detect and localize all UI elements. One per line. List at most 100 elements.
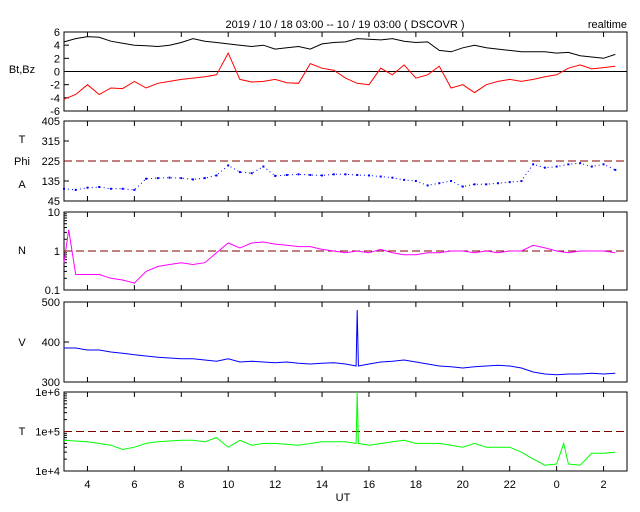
data-point xyxy=(203,177,206,180)
y-tick-label: 135 xyxy=(42,176,60,188)
data-point xyxy=(285,174,288,176)
data-point xyxy=(274,174,277,177)
data-point xyxy=(98,186,101,188)
data-point xyxy=(86,186,89,189)
y-tick-label: 500 xyxy=(42,297,60,309)
y-tick-label: 405 xyxy=(42,116,60,128)
x-tick-label: 12 xyxy=(269,479,281,491)
series-line xyxy=(63,36,616,59)
x-tick-label: 0 xyxy=(554,479,560,491)
y-tick-label: 45 xyxy=(48,196,60,208)
data-point xyxy=(344,173,347,176)
data-point xyxy=(461,185,464,188)
series-n xyxy=(63,229,616,284)
panel-bt-bz: -6-4-20 246 Bt,Bz xyxy=(9,27,628,118)
x-tick-label: 6 xyxy=(131,479,137,491)
series-t xyxy=(63,391,616,466)
data-point xyxy=(145,177,148,180)
y-tick-label: 1e+5 xyxy=(35,427,60,439)
data-point xyxy=(156,177,159,180)
x-tick-label: 10 xyxy=(222,479,234,491)
data-point xyxy=(321,174,324,177)
y-tick-label: 1 xyxy=(54,246,60,258)
data-point xyxy=(367,174,370,177)
mode-label: realtime xyxy=(588,19,627,31)
data-point xyxy=(473,183,476,186)
series-bz xyxy=(63,51,616,100)
x-tick-label: 22 xyxy=(504,479,516,491)
y-axis-label: A xyxy=(18,179,26,191)
data-point xyxy=(590,165,593,168)
y-tick-label: 400 xyxy=(42,337,60,349)
series-line xyxy=(63,391,616,466)
series-v xyxy=(64,309,616,376)
y-axis-label: Bt,Bz xyxy=(9,64,35,76)
data-point xyxy=(555,165,558,168)
panels: -6-4-20 246 Bt,Bz 45 135 225 315 405 T Phi A 0.1 1 10… xyxy=(9,27,628,478)
y-tick-label: 1e+4 xyxy=(35,466,60,478)
data-point xyxy=(250,172,253,175)
data-point xyxy=(74,188,77,191)
data-point xyxy=(309,174,312,176)
data-point xyxy=(332,173,335,176)
x-tick-label: 8 xyxy=(178,479,184,491)
data-point xyxy=(567,163,570,166)
y-axis-label: V xyxy=(18,337,26,349)
y-axis-label: Phi xyxy=(14,156,30,168)
data-point xyxy=(297,173,300,176)
y-axis-label: T xyxy=(19,426,26,438)
x-axis-label: UT xyxy=(336,492,351,504)
panel-speed: 300 400 500 V xyxy=(18,297,628,389)
data-point xyxy=(63,187,65,190)
data-point xyxy=(192,178,195,181)
y-tick-label: 1e+6 xyxy=(35,387,60,399)
y-tick-label: -4 xyxy=(50,93,60,105)
y-tick-label: 0 xyxy=(54,67,60,79)
x-tick-label: 16 xyxy=(363,479,375,491)
x-tick-label: 2 xyxy=(600,479,606,491)
data-point xyxy=(238,171,241,174)
x-tick-label: 4 xyxy=(84,479,90,491)
series-line xyxy=(63,229,616,284)
data-point xyxy=(215,174,218,177)
data-point xyxy=(133,188,136,191)
y-tick-label: -6 xyxy=(50,106,60,118)
data-point xyxy=(168,176,171,179)
series-line xyxy=(63,162,616,191)
data-point xyxy=(121,187,124,190)
x-tick-labels: 4 6 8 10 12 14 16 18 20 22 0 2 xyxy=(84,479,606,491)
panel-frame xyxy=(63,301,628,383)
y-tick-label: 300 xyxy=(42,377,60,389)
y-tick-label: 10 xyxy=(48,207,60,219)
y-tick-label: 315 xyxy=(42,136,60,148)
y-tick-label: 0.1 xyxy=(45,285,60,297)
y-axis-label: N xyxy=(18,245,26,257)
series-line xyxy=(63,51,616,100)
data-point xyxy=(496,182,499,185)
x-tick-label: 14 xyxy=(316,479,328,491)
series-bt xyxy=(63,36,616,59)
chart-title: 2019 / 10 / 18 03:00 -- 10 / 19 03:00 ( … xyxy=(225,19,464,31)
x-tick-label: 20 xyxy=(457,479,469,491)
data-point xyxy=(543,166,546,169)
series-line xyxy=(64,309,616,376)
y-tick-label: 2 xyxy=(54,53,60,65)
y-tick-label: 6 xyxy=(54,27,60,39)
data-point xyxy=(227,164,230,167)
data-point xyxy=(109,187,112,190)
y-tick-label: -2 xyxy=(50,80,60,92)
panel-phi: 45 135 225 315 405 T Phi A xyxy=(14,116,628,208)
data-point xyxy=(614,168,617,171)
series-phi xyxy=(63,162,617,191)
y-tick-label: 225 xyxy=(42,156,60,168)
panel-temperature: 1e+4 1e+5 1e+6 T xyxy=(19,387,628,478)
data-point xyxy=(532,163,535,166)
data-point xyxy=(180,177,183,180)
data-point xyxy=(356,174,359,176)
x-tick-label: 18 xyxy=(410,479,422,491)
y-axis-label: T xyxy=(19,134,26,146)
panel-density: 0.1 1 10 N xyxy=(18,207,628,297)
data-point xyxy=(485,183,488,186)
y-tick-label: 4 xyxy=(54,40,60,52)
